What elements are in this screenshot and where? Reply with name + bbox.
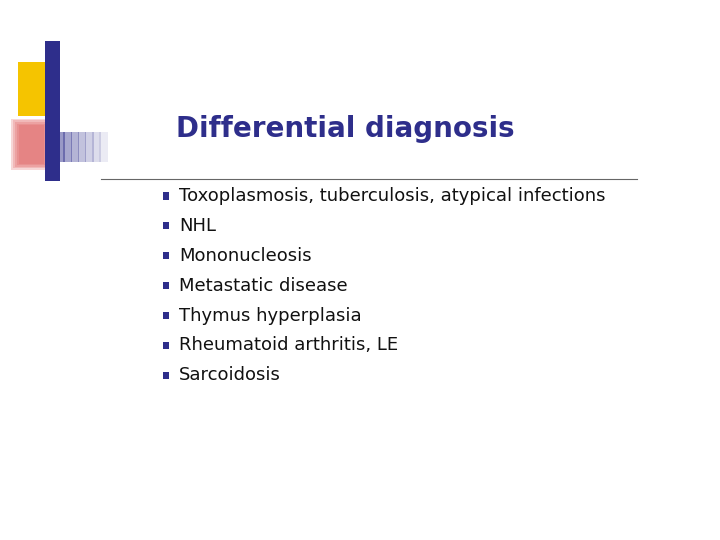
Text: Toxoplasmosis, tuberculosis, atypical infections: Toxoplasmosis, tuberculosis, atypical in…	[179, 187, 606, 205]
FancyBboxPatch shape	[163, 252, 169, 259]
FancyBboxPatch shape	[163, 282, 169, 289]
FancyBboxPatch shape	[163, 222, 169, 230]
Text: Sarcoidosis: Sarcoidosis	[179, 367, 281, 384]
Text: Differential diagnosis: Differential diagnosis	[176, 115, 515, 143]
Text: Rheumatoid arthritis, LE: Rheumatoid arthritis, LE	[179, 336, 398, 354]
Text: NHL: NHL	[179, 217, 216, 235]
Text: Mononucleosis: Mononucleosis	[179, 247, 312, 265]
FancyBboxPatch shape	[163, 372, 169, 379]
Text: Metastatic disease: Metastatic disease	[179, 276, 348, 295]
Text: Thymus hyperplasia: Thymus hyperplasia	[179, 307, 362, 325]
FancyBboxPatch shape	[163, 312, 169, 319]
FancyBboxPatch shape	[163, 342, 169, 349]
FancyBboxPatch shape	[163, 192, 169, 199]
